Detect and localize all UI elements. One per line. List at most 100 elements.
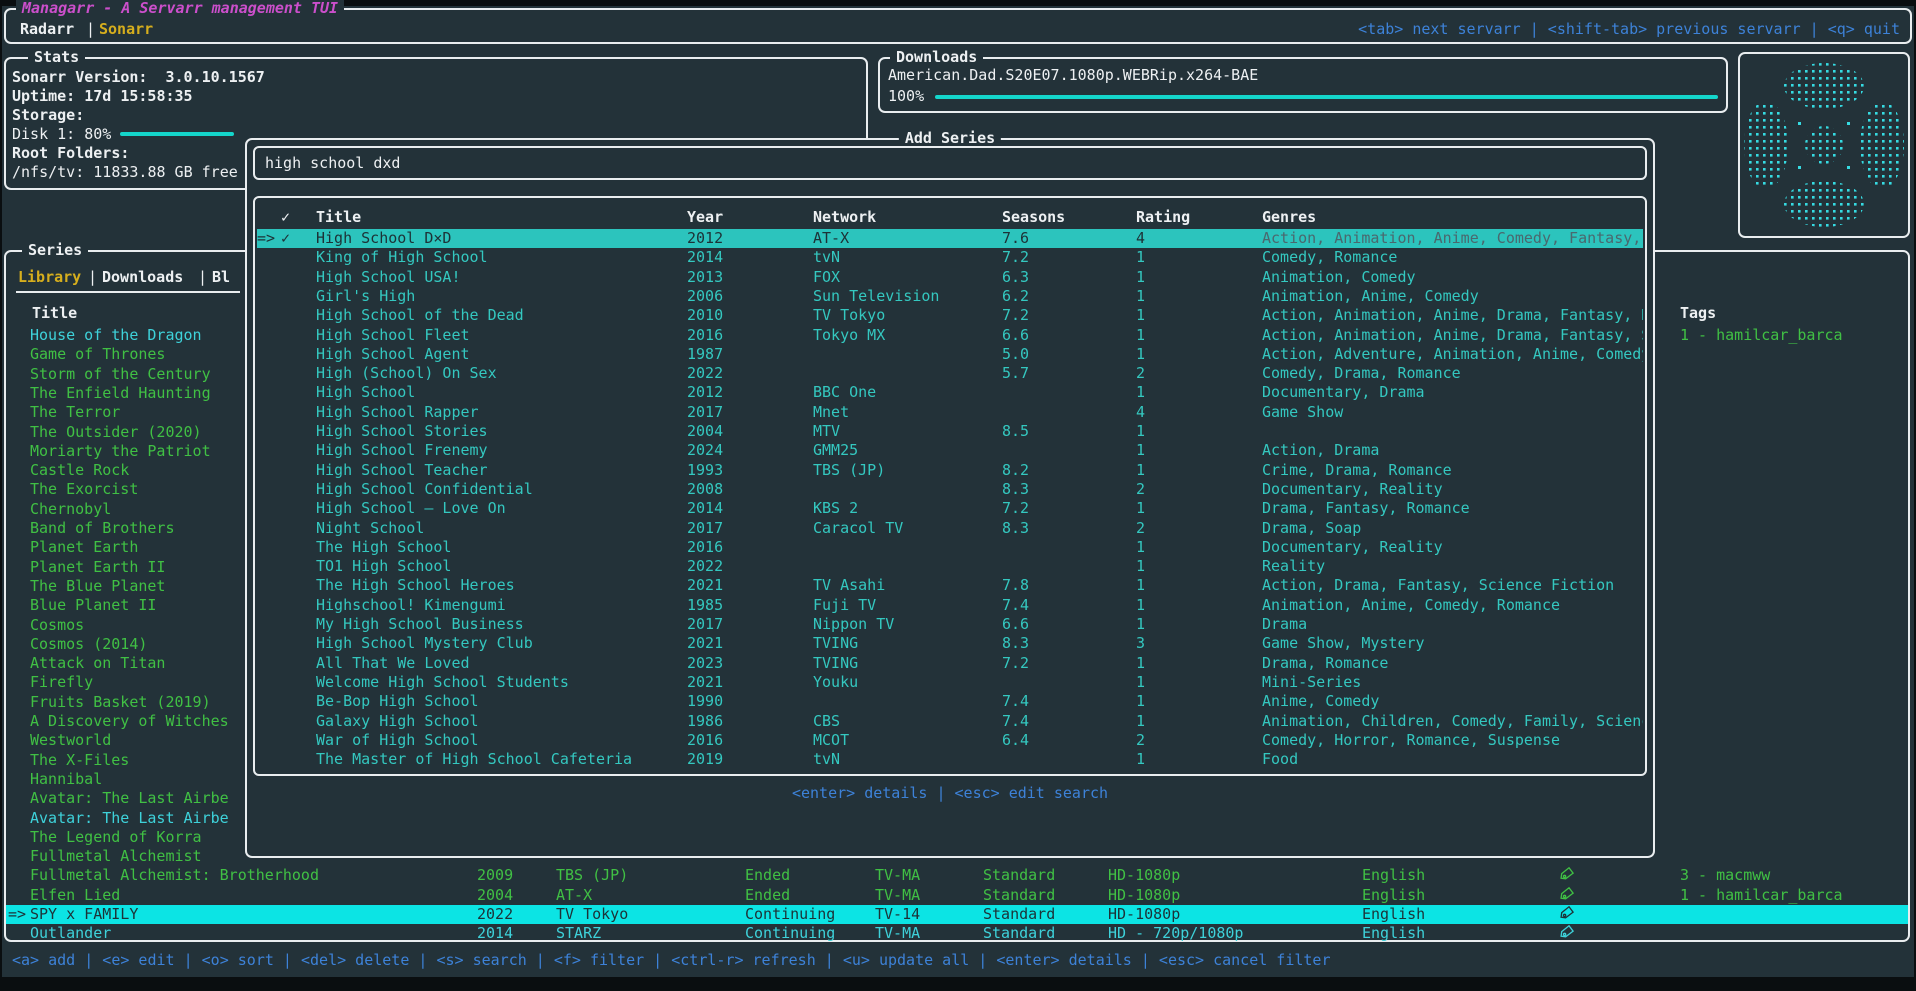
result-row[interactable]: Galaxy High School 1986 CBS 7.4 1 Animation, … (257, 712, 1643, 731)
tab-sonarr[interactable]: Sonarr (99, 20, 154, 38)
result-row[interactable]: High School 2012 BBC One 1 Documentary, Dram… (257, 383, 1643, 402)
cell-year: 1990 (687, 692, 724, 711)
library-item[interactable]: The Blue Planet (6, 577, 1908, 596)
cell-seasons: 7.8 (1002, 576, 1030, 595)
cell-network: tvN (813, 750, 841, 769)
library-item[interactable]: Storm of the Century (6, 365, 1908, 384)
tab-radarr[interactable]: Radarr (20, 20, 75, 38)
result-row[interactable]: King of High School 2014 tvN 7.2 1 Comedy, Ro… (257, 248, 1643, 267)
result-row[interactable]: My High School Business 2017 Nippon TV 6.6 1… (257, 615, 1643, 634)
result-row[interactable]: Highschool! Kimengumi 1985 Fuji TV 7.4 1 Anim… (257, 596, 1643, 615)
cell-title: Firefly (30, 673, 94, 692)
library-item[interactable]: The Enfield Haunting (6, 384, 1908, 403)
result-row[interactable]: High School Mystery Club 2021 TVING 8.3 3 Gam… (257, 634, 1643, 653)
cell-genres: Documentary, Reality (1262, 537, 1443, 556)
series-search-input[interactable] (265, 148, 1635, 178)
library-row[interactable]: Outlander 2014 STARZ Continuing TV-MA Standar… (6, 924, 1908, 943)
library-item[interactable]: The Outsider (2020) (6, 423, 1908, 442)
library-item[interactable]: Castle Rock (6, 461, 1908, 480)
library-item[interactable]: Game of Thrones (6, 345, 1908, 364)
library-item[interactable]: The Exorcist (6, 480, 1908, 499)
cell-tags: 3 - macmww (1680, 866, 1771, 885)
result-row[interactable]: High School Fleet 2016 Tokyo MX 6.6 1 Action,… (257, 326, 1643, 345)
cell-seasons: 7.2 (1002, 248, 1030, 267)
library-item[interactable]: The X-Files (6, 751, 1908, 770)
library-item[interactable]: Planet Earth (6, 538, 1908, 557)
result-row[interactable]: High School USA! 2013 FOX 6.3 1 Animation, Co… (257, 268, 1643, 287)
cell-rating: 4 (1136, 402, 1146, 421)
result-row[interactable]: High School Stories 2004 MTV 8.5 1 (257, 422, 1643, 441)
result-row[interactable]: High School Rapper 2017 Mnet 4 Game Show (257, 403, 1643, 422)
library-item[interactable]: Blue Planet II (6, 596, 1908, 615)
library-item[interactable]: A Discovery of Witches (6, 712, 1908, 731)
column-rating: Rating (1136, 208, 1191, 226)
cell-network: MTV (813, 422, 841, 440)
cell-title: Elfen Lied (30, 885, 121, 904)
cell-genres: Mini-Series (1262, 672, 1362, 691)
library-row[interactable]: => SPY x FAMILY 2022 TV Tokyo Continuing TV-1… (6, 905, 1908, 924)
cell-title: King of High School (316, 248, 488, 267)
library-item[interactable]: Hannibal (6, 770, 1908, 789)
result-row[interactable]: The Master of High School Cafeteria 2019 t… (257, 750, 1643, 769)
cell-rating: 1 (1136, 672, 1146, 691)
result-row[interactable]: The High School 2016 1 Documentary, Reality (257, 538, 1643, 557)
cell-year: 2016 (687, 537, 724, 556)
cell-network: TVING (813, 634, 859, 653)
cell-title: House of the Dragon (30, 326, 202, 344)
library-item[interactable]: Fruits Basket (2019) (6, 693, 1908, 712)
library-item[interactable]: Cosmos (2014) (6, 635, 1908, 654)
library-item[interactable]: Fullmetal Alchemist (6, 847, 1908, 866)
cell-seasons: 5.0 (1002, 344, 1030, 363)
cell-quality: HD-1080p (1108, 905, 1181, 923)
result-row[interactable]: Be-Bop High School 1990 7.4 1 Anime, Comedy (257, 692, 1643, 711)
cell-seasons: 8.3 (1002, 518, 1030, 537)
result-row[interactable]: All That We Loved 2023 TVING 7.2 1 Drama, Rom… (257, 654, 1643, 673)
cell-seasons: 7.6 (1002, 229, 1030, 247)
result-row[interactable]: Welcome High School Students 2021 Youku 1 Mi… (257, 673, 1643, 692)
library-item[interactable]: Cosmos (6, 616, 1908, 635)
library-tab-library[interactable]: Library (18, 268, 82, 286)
result-row[interactable]: High School of the Dead 2010 TV Tokyo 7.2 1 A… (257, 306, 1643, 325)
library-row[interactable]: Elfen Lied 2004 AT-X Ended TV-MA Standard HD-1… (6, 886, 1908, 905)
library-item[interactable]: Attack on Titan (6, 654, 1908, 673)
library-item[interactable]: The Terror (6, 403, 1908, 422)
library-item[interactable]: Avatar: The Last Airbe (6, 789, 1908, 808)
cell-title: Cosmos (30, 615, 85, 634)
cell-title: High School Fleet (316, 325, 470, 344)
uptime-label: Uptime: (12, 87, 76, 105)
result-row[interactable]: High School Teacher 1993 TBS (JP) 8.2 1 Crime… (257, 461, 1643, 480)
result-row[interactable]: Girl's High 2006 Sun Television 6.2 1 Animati… (257, 287, 1643, 306)
result-row[interactable]: War of High School 2016 MCOT 6.4 2 Comedy, Ho… (257, 731, 1643, 750)
library-item[interactable]: Planet Earth II (6, 558, 1908, 577)
result-row[interactable]: TO1 High School 2022 1 Reality (257, 557, 1643, 576)
stats-uptime: Uptime: 17d 15:58:35 (12, 87, 193, 106)
cell-network: STARZ (556, 924, 602, 943)
result-row[interactable]: The High School Heroes 2021 TV Asahi 7.8 1 Ac… (257, 576, 1643, 595)
tag-icon (1560, 886, 1575, 905)
result-row[interactable]: Night School 2017 Caracol TV 8.3 2 Drama, Soa… (257, 519, 1643, 538)
library-item[interactable]: Moriarty the Patriot (6, 442, 1908, 461)
library-item[interactable]: Avatar: The Last Airbe (6, 809, 1908, 828)
library-item[interactable]: Band of Brothers (6, 519, 1908, 538)
result-row[interactable]: High School Agent 1987 5.0 1 Action, Adventu… (257, 345, 1643, 364)
cell-year: 2010 (687, 306, 724, 325)
library-tab-blocklist[interactable]: Bl (212, 268, 231, 286)
cell-network: AT-X (813, 229, 850, 247)
library-item[interactable]: Firefly (6, 673, 1908, 692)
result-row[interactable]: High School Frenemy 2024 GMM25 1 Action, Dra… (257, 441, 1643, 460)
library-row[interactable]: Fullmetal Alchemist: Brotherhood 2009 TBS … (6, 866, 1908, 885)
result-row[interactable]: High (School) On Sex 2022 5.7 2 Comedy, Dram… (257, 364, 1643, 383)
result-row[interactable]: => ✓ High School D×D 2012 AT-X 7.6 4 Action, An… (257, 229, 1643, 248)
cell-rating: 1 (1136, 711, 1146, 730)
library-tab-downloads[interactable]: Downloads (102, 268, 184, 286)
cell-seasons: 8.3 (1002, 479, 1030, 498)
cell-rating: 1 (1136, 422, 1146, 440)
library-item[interactable]: Westworld (6, 731, 1908, 750)
library-item[interactable]: Chernobyl (6, 500, 1908, 519)
cell-year: 2021 (687, 576, 724, 595)
cell-rating: 2 (1136, 479, 1146, 498)
library-item[interactable]: House of the Dragon 1 - hamilcar_barca (6, 326, 1908, 345)
library-item[interactable]: The Legend of Korra (6, 828, 1908, 847)
result-row[interactable]: High School – Love On 2014 KBS 2 7.2 1 Drama,… (257, 499, 1643, 518)
result-row[interactable]: High School Confidential 2008 8.3 2 Document… (257, 480, 1643, 499)
